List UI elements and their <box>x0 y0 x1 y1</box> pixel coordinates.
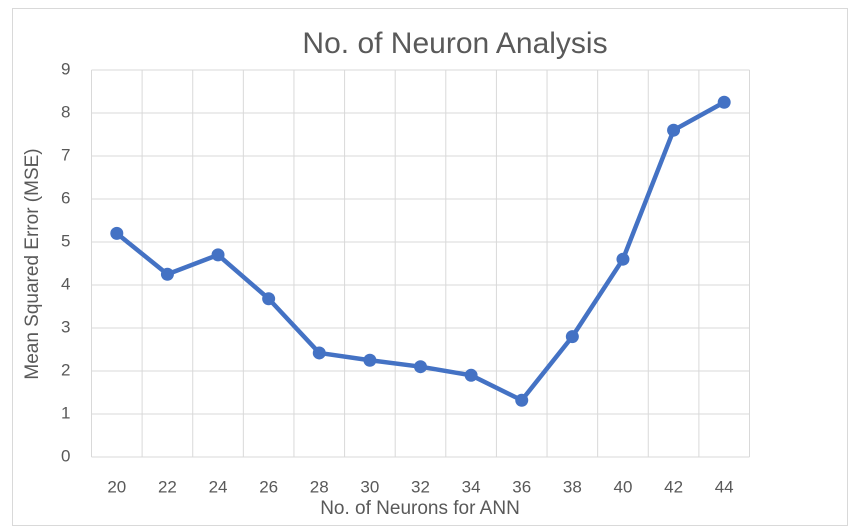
x-tick-label: 28 <box>310 477 329 496</box>
x-tick-label: 42 <box>664 477 683 496</box>
data-point <box>211 248 225 262</box>
data-point <box>363 353 377 367</box>
data-point <box>515 393 529 407</box>
x-tick-label: 38 <box>563 477 582 496</box>
y-tick-label: 4 <box>61 274 70 293</box>
data-point <box>414 360 427 374</box>
x-tick-label: 34 <box>462 477 481 496</box>
data-point <box>312 346 326 360</box>
y-tick-label: 2 <box>61 360 70 379</box>
y-axis-label: Mean Squared Error (MSE) <box>22 148 43 379</box>
y-tick-label: 8 <box>61 102 70 121</box>
data-point <box>565 330 579 344</box>
x-tick-label: 32 <box>411 477 430 496</box>
chart-title: No. of Neuron Analysis <box>302 27 607 60</box>
data-point <box>667 123 681 137</box>
y-tick-label: 9 <box>61 59 70 78</box>
x-tick-label: 44 <box>715 477 734 496</box>
x-tick-label: 40 <box>614 477 633 496</box>
y-tick-label: 6 <box>61 188 70 207</box>
data-point <box>160 267 174 281</box>
x-axis-label: No. of Neurons for ANN <box>320 498 520 519</box>
data-point <box>464 368 478 382</box>
data-point <box>262 292 276 306</box>
y-tick-label: 1 <box>61 403 70 422</box>
data-point <box>717 95 731 109</box>
x-tick-label: 20 <box>107 477 126 496</box>
x-tick-label: 26 <box>259 477 278 496</box>
y-tick-label: 3 <box>61 317 70 336</box>
y-tick-label: 5 <box>61 231 70 250</box>
chart-border <box>12 8 848 526</box>
x-tick-label: 36 <box>512 477 531 496</box>
data-point <box>110 226 124 240</box>
x-tick-label: 22 <box>158 477 177 496</box>
y-tick-label: 7 <box>61 145 70 164</box>
y-tick-label: 0 <box>61 446 70 465</box>
x-tick-label: 30 <box>360 477 379 496</box>
data-point <box>616 252 630 266</box>
x-tick-label: 24 <box>209 477 228 496</box>
